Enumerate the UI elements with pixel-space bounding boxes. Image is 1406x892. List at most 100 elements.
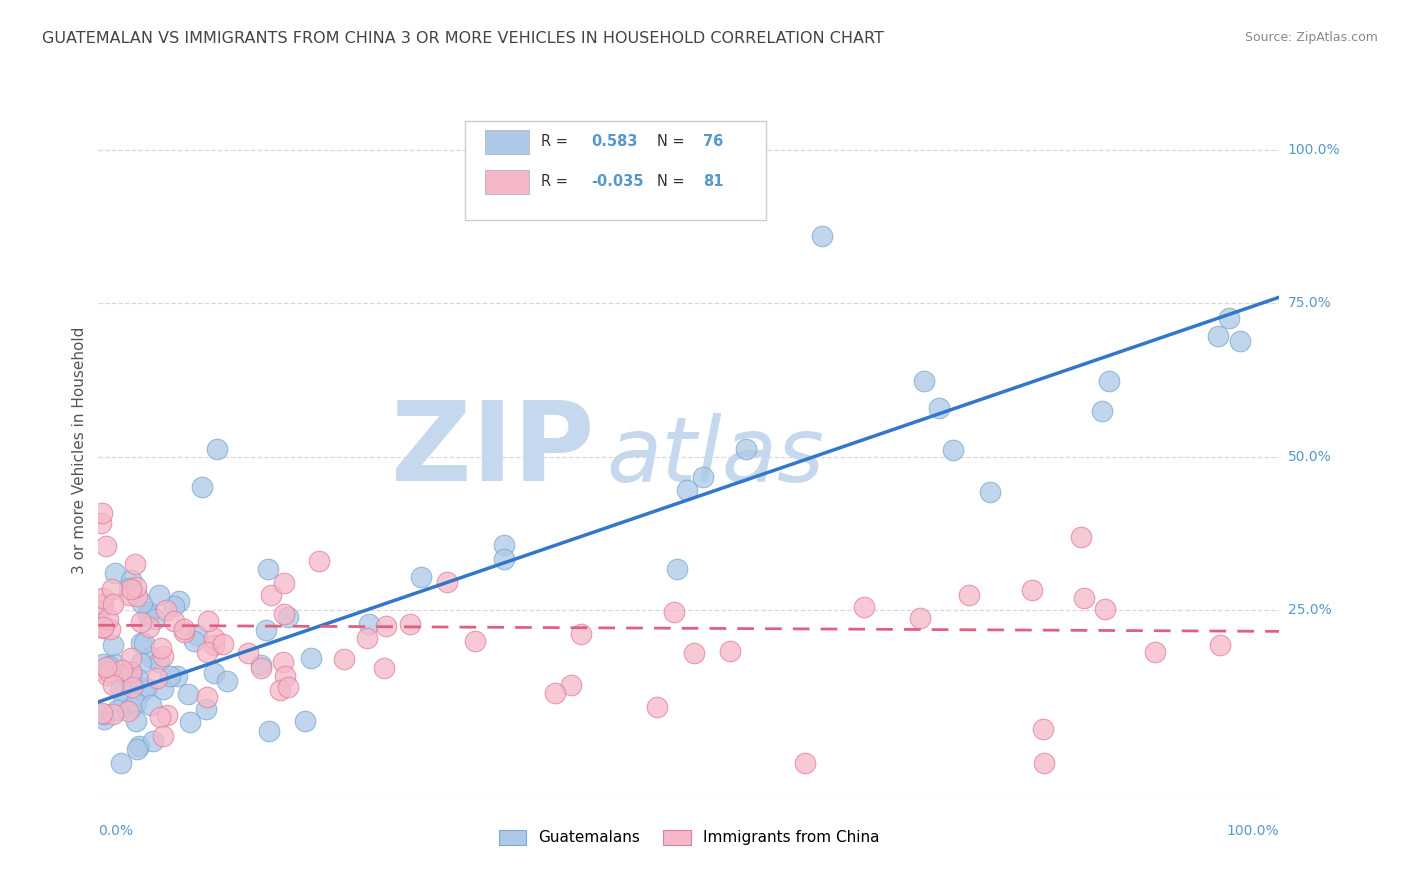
Point bbox=[120, 582, 142, 596]
Point bbox=[91, 657, 114, 672]
Point bbox=[129, 636, 152, 650]
Point bbox=[183, 634, 205, 648]
Point bbox=[167, 593, 190, 607]
Point bbox=[191, 480, 214, 494]
Point bbox=[93, 706, 115, 721]
Point bbox=[569, 626, 592, 640]
Legend: Guatemalans, Immigrants from China: Guatemalans, Immigrants from China bbox=[492, 823, 886, 852]
Point bbox=[118, 581, 141, 595]
Point bbox=[96, 668, 118, 682]
Point bbox=[156, 708, 179, 723]
Point bbox=[149, 640, 172, 655]
Point bbox=[202, 631, 225, 645]
Point bbox=[120, 676, 142, 690]
Point bbox=[1208, 639, 1230, 653]
Point bbox=[957, 588, 980, 602]
Point bbox=[118, 588, 141, 602]
Point bbox=[90, 516, 112, 531]
Text: Source: ZipAtlas.com: Source: ZipAtlas.com bbox=[1244, 31, 1378, 45]
Point bbox=[202, 638, 225, 652]
Point bbox=[195, 690, 218, 705]
FancyBboxPatch shape bbox=[464, 120, 766, 220]
Point bbox=[211, 637, 233, 651]
Point bbox=[136, 605, 159, 619]
Text: 50.0%: 50.0% bbox=[1288, 450, 1331, 464]
Point bbox=[676, 483, 699, 497]
Point bbox=[436, 574, 458, 589]
Point bbox=[260, 588, 283, 602]
Point bbox=[1073, 591, 1095, 605]
Point bbox=[152, 682, 174, 697]
Point bbox=[665, 562, 688, 576]
Point bbox=[97, 612, 120, 626]
Point bbox=[104, 566, 127, 580]
Point bbox=[163, 614, 186, 628]
Text: 81: 81 bbox=[703, 174, 724, 189]
Point bbox=[205, 442, 228, 456]
Point bbox=[910, 611, 932, 625]
Point bbox=[794, 756, 817, 771]
Point bbox=[257, 561, 280, 575]
Point bbox=[299, 651, 322, 665]
Point bbox=[411, 570, 433, 584]
Point bbox=[464, 634, 486, 648]
Point bbox=[121, 667, 143, 681]
Point bbox=[399, 617, 422, 632]
Point bbox=[155, 602, 177, 616]
Point bbox=[110, 681, 132, 696]
Text: R =: R = bbox=[541, 134, 572, 149]
Point bbox=[308, 554, 330, 568]
Point bbox=[96, 660, 118, 674]
Point bbox=[128, 739, 150, 754]
Point bbox=[148, 588, 170, 602]
Point bbox=[91, 706, 114, 720]
Point bbox=[146, 671, 169, 685]
Point bbox=[1143, 645, 1166, 659]
Point bbox=[250, 661, 273, 675]
Text: R =: R = bbox=[541, 174, 572, 189]
Point bbox=[250, 658, 273, 673]
Point bbox=[166, 668, 188, 682]
Point bbox=[979, 485, 1001, 500]
Point bbox=[124, 581, 146, 595]
Point bbox=[544, 686, 567, 700]
Point bbox=[100, 622, 122, 636]
Point bbox=[269, 683, 291, 698]
Point bbox=[136, 607, 159, 622]
Point bbox=[143, 612, 166, 626]
Point bbox=[852, 600, 875, 615]
Point bbox=[124, 557, 146, 571]
Point bbox=[131, 615, 153, 629]
Point bbox=[125, 714, 148, 728]
Point bbox=[273, 575, 295, 590]
Point bbox=[1033, 756, 1056, 771]
Y-axis label: 3 or more Vehicles in Household: 3 or more Vehicles in Household bbox=[72, 326, 87, 574]
Point bbox=[120, 700, 142, 714]
Point bbox=[356, 631, 378, 645]
Point bbox=[149, 709, 172, 723]
Text: atlas: atlas bbox=[606, 413, 824, 501]
Point bbox=[1218, 310, 1240, 325]
Point bbox=[1032, 722, 1054, 736]
Point bbox=[197, 615, 219, 629]
Point bbox=[148, 655, 170, 669]
Point bbox=[277, 680, 299, 694]
Point bbox=[194, 702, 217, 716]
Point bbox=[103, 706, 125, 721]
Point bbox=[236, 646, 259, 660]
Point bbox=[173, 624, 195, 639]
Point bbox=[173, 622, 195, 636]
Point bbox=[1021, 582, 1043, 597]
Point bbox=[1094, 601, 1116, 615]
Point bbox=[254, 623, 277, 637]
Point bbox=[1098, 374, 1121, 388]
Text: 0.583: 0.583 bbox=[591, 134, 637, 149]
Point bbox=[683, 647, 706, 661]
Point bbox=[142, 734, 165, 748]
Point bbox=[125, 696, 148, 710]
Point bbox=[163, 599, 186, 613]
Point bbox=[91, 620, 114, 634]
Point bbox=[1229, 334, 1251, 348]
Point bbox=[734, 442, 756, 456]
Text: N =: N = bbox=[657, 134, 689, 149]
